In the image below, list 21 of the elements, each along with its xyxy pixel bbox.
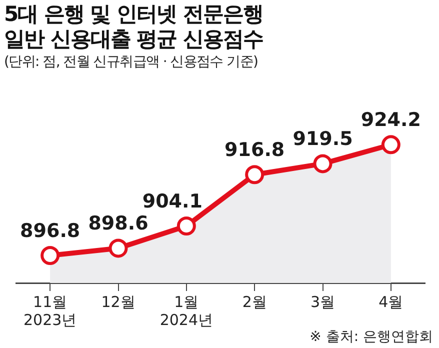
- point: [381, 135, 400, 154]
- point: [176, 216, 196, 236]
- point: [40, 246, 60, 265]
- annotation: ※ 출처: 은행연합회: [310, 328, 433, 346]
- data-label: 924.2: [360, 109, 421, 132]
- point: [108, 238, 128, 258]
- data-label: 896.8: [20, 220, 80, 242]
- x-tick-label: 12월: [101, 292, 136, 311]
- data-label: 919.5: [292, 128, 353, 150]
- x-tick-label: 1월 2024년: [160, 292, 214, 329]
- point: [245, 165, 264, 184]
- chart-title: 5대 은행 및 인터넷 전문은행 일반 신용대출 평균 신용점수: [4, 2, 264, 52]
- chart-subtitle: (단위: 점, 전월 신규취급액 · 신용점수 기준): [4, 53, 259, 71]
- data-label: 898.6: [88, 212, 148, 235]
- x-tick-label: 3월: [310, 292, 336, 311]
- x-tick-label: 4월: [378, 292, 404, 311]
- data-label: 904.1: [142, 190, 202, 212]
- x-tick-label: 2월: [242, 292, 267, 311]
- x-tick-label: 11월 2023년: [23, 292, 77, 329]
- point: [313, 154, 332, 174]
- data-label: 916.8: [224, 139, 285, 162]
